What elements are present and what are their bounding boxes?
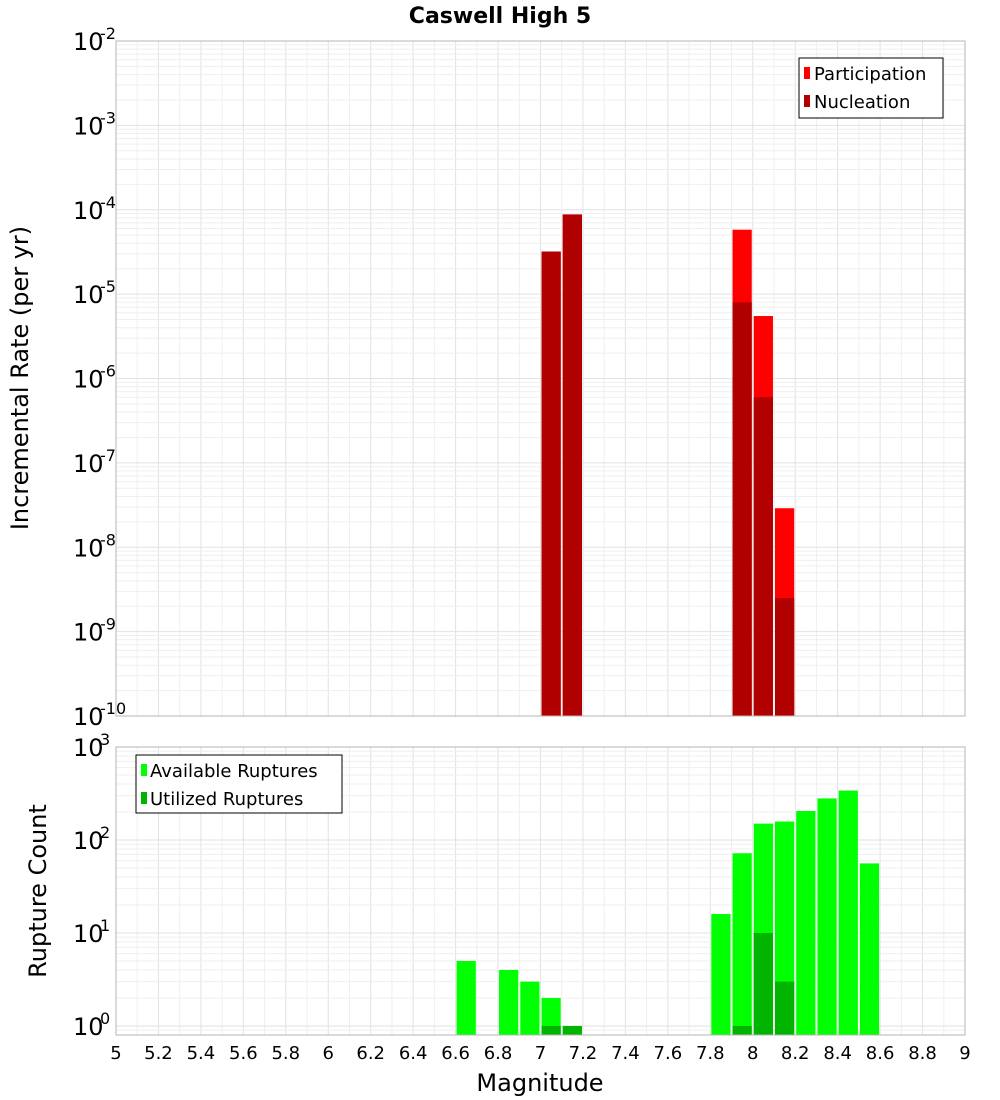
rate-y-axis-label: Incremental Rate (per yr) bbox=[6, 226, 34, 530]
utilized-bar bbox=[562, 1025, 582, 1035]
available-bar bbox=[732, 853, 752, 1035]
available-legend-label: Available Ruptures bbox=[150, 761, 318, 782]
y-tick-exponent: 1 bbox=[100, 916, 110, 935]
x-tick-label: 7.2 bbox=[569, 1043, 598, 1064]
y-tick-exponent: -2 bbox=[100, 24, 116, 43]
utilized-bar bbox=[774, 981, 795, 1035]
nucleation-swatch bbox=[804, 95, 810, 107]
x-tick-label: 5.6 bbox=[229, 1043, 258, 1064]
y-tick-exponent: 2 bbox=[100, 823, 110, 842]
nucleation-bar bbox=[562, 214, 582, 717]
utilized-legend-label: Utilized Ruptures bbox=[150, 789, 303, 810]
x-tick-label: 6.2 bbox=[356, 1043, 385, 1064]
y-tick-exponent: -3 bbox=[100, 108, 116, 127]
x-tick-label: 7.8 bbox=[696, 1043, 725, 1064]
y-tick-exponent: -9 bbox=[100, 615, 116, 634]
utilized-bar bbox=[732, 1025, 752, 1035]
y-tick-label: 10 bbox=[73, 197, 104, 225]
available-bar bbox=[796, 811, 816, 1035]
chart-title: Caswell High 5 bbox=[409, 4, 591, 29]
x-axis-label: Magnitude bbox=[476, 1069, 603, 1097]
x-tick-label: 8 bbox=[747, 1043, 758, 1064]
x-axis-ticks: 5 5.2 5.4 5.6 5.8 6 6.2 6.4 6.6 6.8 7 7.2 7.4 7.6 7.8 8… bbox=[110, 1043, 970, 1064]
rate-plot-grid bbox=[115, 40, 966, 717]
y-tick-exponent: -8 bbox=[100, 530, 116, 549]
rate-plot-bars bbox=[541, 214, 795, 717]
rupture-legend-box bbox=[135, 754, 343, 814]
y-tick-label: 10 bbox=[73, 28, 104, 56]
x-tick-label: 7 bbox=[535, 1043, 546, 1064]
y-tick-exponent: -10 bbox=[100, 699, 126, 718]
y-tick-exponent: -7 bbox=[100, 446, 116, 465]
x-tick-label: 6 bbox=[323, 1043, 334, 1064]
participation-swatch bbox=[804, 67, 810, 79]
nucleation-bar bbox=[753, 397, 773, 716]
y-tick-label: 10 bbox=[73, 703, 104, 731]
y-tick-label: 10 bbox=[73, 734, 104, 762]
available-bar bbox=[499, 969, 519, 1035]
x-tick-label: 6.8 bbox=[484, 1043, 513, 1064]
y-tick-label: 10 bbox=[73, 450, 104, 478]
y-tick-exponent: -6 bbox=[100, 362, 116, 381]
rupture-legend: Available Ruptures Utilized Ruptures bbox=[135, 754, 343, 814]
x-tick-label: 5.2 bbox=[144, 1043, 173, 1064]
y-tick-label: 10 bbox=[73, 920, 104, 948]
available-bar bbox=[711, 914, 731, 1035]
x-tick-label: 7.6 bbox=[654, 1043, 683, 1064]
rupture-plot-bars bbox=[456, 790, 880, 1035]
y-tick-exponent: -5 bbox=[100, 277, 116, 296]
utilized-swatch bbox=[141, 792, 147, 804]
available-bar bbox=[520, 981, 540, 1035]
utilized-bar bbox=[753, 932, 773, 1035]
nucleation-bar bbox=[774, 598, 795, 716]
y-tick-label: 10 bbox=[73, 619, 104, 647]
y-tick-label: 10 bbox=[73, 281, 104, 309]
x-tick-label: 8.4 bbox=[823, 1043, 852, 1064]
y-tick-exponent: -4 bbox=[100, 193, 116, 212]
rupture-plot-frame bbox=[115, 746, 966, 1036]
rate-plot-frame bbox=[115, 40, 966, 717]
x-tick-label: 7.4 bbox=[611, 1043, 640, 1064]
available-bar bbox=[456, 960, 476, 1035]
y-tick-label: 10 bbox=[73, 112, 104, 140]
nucleation-bar bbox=[732, 302, 752, 716]
nucleation-bar bbox=[541, 251, 561, 716]
available-bar bbox=[838, 790, 858, 1035]
x-tick-label: 9 bbox=[959, 1043, 970, 1064]
x-tick-label: 6.6 bbox=[441, 1043, 470, 1064]
rate-legend-box bbox=[798, 57, 944, 119]
x-tick-label: 5.8 bbox=[271, 1043, 300, 1064]
utilized-bar bbox=[541, 1025, 561, 1035]
x-tick-label: 5 bbox=[110, 1043, 121, 1064]
participation-legend-label: Participation bbox=[814, 64, 926, 85]
x-tick-label: 6.4 bbox=[399, 1043, 428, 1064]
available-bar bbox=[817, 798, 837, 1035]
nucleation-legend-label: Nucleation bbox=[814, 92, 910, 113]
x-tick-label: 8.8 bbox=[908, 1043, 937, 1064]
rupture-y-axis-label: Rupture Count bbox=[24, 804, 52, 978]
y-tick-label: 10 bbox=[73, 366, 104, 394]
available-swatch bbox=[141, 764, 147, 776]
available-bar bbox=[859, 863, 880, 1035]
x-tick-label: 8.6 bbox=[866, 1043, 895, 1064]
y-tick-label: 10 bbox=[73, 1013, 104, 1041]
x-tick-label: 5.4 bbox=[187, 1043, 216, 1064]
y-tick-exponent: 0 bbox=[100, 1009, 110, 1028]
y-tick-label: 10 bbox=[73, 534, 104, 562]
y-tick-exponent: 3 bbox=[100, 730, 110, 749]
y-tick-label: 10 bbox=[73, 827, 104, 855]
x-tick-label: 8.2 bbox=[781, 1043, 810, 1064]
rate-legend: Participation Nucleation bbox=[798, 57, 944, 119]
available-bar bbox=[541, 997, 561, 1035]
